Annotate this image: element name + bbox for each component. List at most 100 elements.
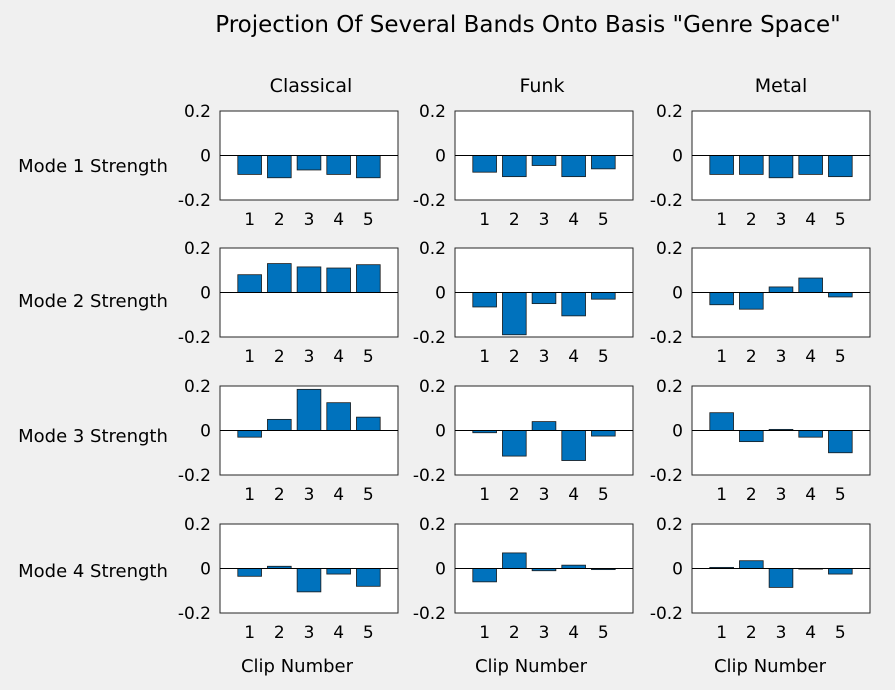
subplot-mode-1-metal: 0.2 0 -0.2 1 2 3 4 5 xyxy=(650,102,871,230)
bar xyxy=(237,568,262,577)
y-tick-label: 0 xyxy=(200,560,211,580)
x-tick-label: 5 xyxy=(835,485,846,505)
x-tick-label: 2 xyxy=(746,347,757,367)
x-tick-label: 2 xyxy=(746,485,757,505)
y-tick-label: 0.2 xyxy=(656,102,683,122)
x-tick-label: 1 xyxy=(479,485,490,505)
x-tick-label: 5 xyxy=(835,623,846,643)
bar xyxy=(739,292,764,310)
y-tick-label: 0 xyxy=(435,284,446,304)
subplot-mode-2-funk: 0.2 0 -0.2 1 2 3 4 5 xyxy=(413,239,634,367)
x-tick-label: 3 xyxy=(304,347,315,367)
y-tick-label: 0.2 xyxy=(184,377,211,397)
x-tick-label: 4 xyxy=(805,210,816,230)
x-tick-label: 1 xyxy=(244,347,255,367)
row-label-mode-2: Mode 2 Strength xyxy=(18,291,168,312)
column-title-classical: Classical xyxy=(270,75,353,97)
x-tick-label: 5 xyxy=(598,623,609,643)
x-axis-label-classical: Clip Number xyxy=(241,656,354,677)
bar xyxy=(768,568,794,588)
x-axis-label-funk: Clip Number xyxy=(475,656,588,677)
y-tick-label: 0.2 xyxy=(656,239,683,259)
x-tick-label: 2 xyxy=(274,347,285,367)
y-tick-label: -0.2 xyxy=(413,466,446,486)
bar xyxy=(561,430,586,461)
y-tick-label: 0.2 xyxy=(184,515,211,535)
x-tick-label: 4 xyxy=(568,347,579,367)
x-tick-label: 5 xyxy=(363,210,374,230)
subplot-mode-1-classical: 0.2 0 -0.2 1 2 3 4 5 xyxy=(178,102,399,230)
y-tick-label: 0 xyxy=(200,284,211,304)
bar xyxy=(828,430,853,454)
x-tick-label: 5 xyxy=(835,210,846,230)
x-tick-label: 3 xyxy=(776,210,787,230)
subplot-mode-4-funk: 0.2 0 -0.2 1 2 3 4 5 xyxy=(413,515,634,643)
x-tick-label: 3 xyxy=(776,623,787,643)
x-tick-label: 4 xyxy=(333,485,344,505)
y-tick-label: 0 xyxy=(672,147,683,167)
y-tick-label: 0.2 xyxy=(419,515,446,535)
bar xyxy=(326,402,351,431)
bar xyxy=(326,568,351,575)
x-tick-label: 1 xyxy=(716,485,727,505)
y-tick-label: 0.2 xyxy=(419,239,446,259)
bar xyxy=(828,568,853,575)
y-tick-label: -0.2 xyxy=(178,328,211,348)
bar xyxy=(472,155,497,173)
subplot-mode-4-classical: 0.2 0 -0.2 1 2 3 4 5 xyxy=(178,515,399,643)
bar xyxy=(502,552,527,569)
bar xyxy=(709,412,734,431)
bar xyxy=(237,155,262,175)
bar xyxy=(709,292,734,306)
y-tick-label: 0.2 xyxy=(419,377,446,397)
y-tick-label: 0 xyxy=(672,560,683,580)
x-tick-label: 4 xyxy=(805,623,816,643)
bar xyxy=(472,568,497,583)
x-tick-label: 2 xyxy=(274,210,285,230)
x-tick-label: 5 xyxy=(363,485,374,505)
bar xyxy=(531,292,557,305)
x-tick-label: 2 xyxy=(509,623,520,643)
y-tick-label: 0.2 xyxy=(184,102,211,122)
y-tick-label: 0 xyxy=(435,560,446,580)
bar xyxy=(356,416,381,431)
x-tick-label: 5 xyxy=(598,347,609,367)
bar xyxy=(709,155,734,175)
x-tick-label: 3 xyxy=(776,347,787,367)
x-tick-label: 3 xyxy=(304,485,315,505)
y-tick-label: -0.2 xyxy=(178,466,211,486)
y-tick-label: 0 xyxy=(435,422,446,442)
bar xyxy=(356,264,381,293)
x-tick-label: 1 xyxy=(479,210,490,230)
x-tick-label: 2 xyxy=(509,210,520,230)
bar xyxy=(296,266,322,293)
bar xyxy=(502,292,527,336)
x-tick-label: 5 xyxy=(598,210,609,230)
x-tick-label: 5 xyxy=(363,347,374,367)
column-title-metal: Metal xyxy=(755,75,807,97)
bar xyxy=(237,274,262,293)
bar xyxy=(237,430,262,438)
bar xyxy=(326,267,351,293)
bar xyxy=(326,155,351,175)
bar xyxy=(356,155,381,179)
x-tick-label: 4 xyxy=(805,347,816,367)
x-tick-label: 4 xyxy=(568,210,579,230)
x-tick-label: 5 xyxy=(598,485,609,505)
chart-title: Projection Of Several Bands Onto Basis "… xyxy=(215,12,841,38)
bar xyxy=(472,292,497,308)
y-tick-label: -0.2 xyxy=(650,604,683,624)
bar xyxy=(798,277,823,293)
bar xyxy=(561,292,586,317)
x-tick-label: 5 xyxy=(835,347,846,367)
x-tick-label: 3 xyxy=(304,210,315,230)
x-tick-label: 2 xyxy=(274,623,285,643)
y-tick-label: 0.2 xyxy=(184,239,211,259)
subplot-mode-2-metal: 0.2 0 -0.2 1 2 3 4 5 xyxy=(650,239,871,367)
x-tick-label: 1 xyxy=(716,210,727,230)
x-axis-label-metal: Clip Number xyxy=(714,656,827,677)
x-tick-label: 4 xyxy=(805,485,816,505)
y-tick-label: 0 xyxy=(200,147,211,167)
subplot-mode-1-funk: 0.2 0 -0.2 1 2 3 4 5 xyxy=(413,102,634,230)
